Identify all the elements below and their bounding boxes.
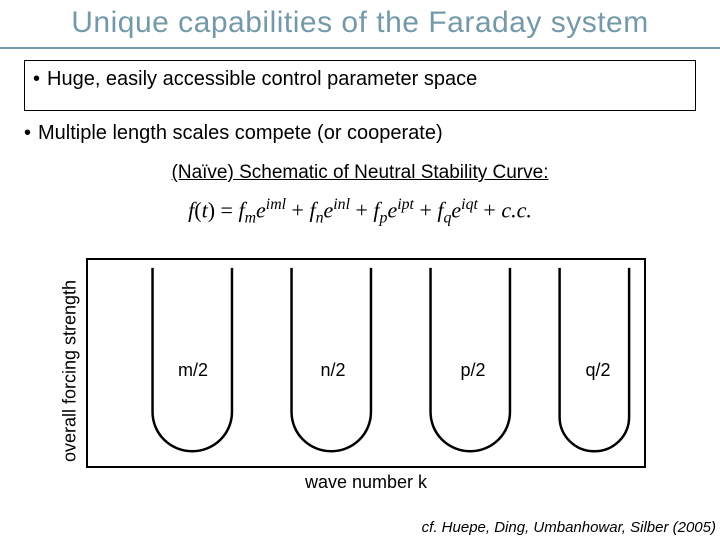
- bullet-item: •Multiple length scales compete (or coop…: [24, 121, 696, 146]
- chart-xlabel: wave number k: [86, 472, 646, 493]
- bullet-list: •Huge, easily accessible control paramet…: [24, 60, 696, 158]
- citation: cf. Huepe, Ding, Umbanhowar, Silber (200…: [422, 519, 716, 536]
- tongue-label: p/2: [460, 360, 485, 381]
- chart-plot-area: m/2 n/2 p/2 q/2: [86, 258, 646, 468]
- page-title: Unique capabilities of the Faraday syste…: [0, 6, 720, 40]
- tongue-label: m/2: [178, 360, 208, 381]
- bullet-text: Huge, easily accessible control paramete…: [47, 68, 477, 90]
- tongue-label: n/2: [320, 360, 345, 381]
- bullet-text: Multiple length scales compete (or coope…: [38, 122, 443, 144]
- bullet-item-boxed: •Huge, easily accessible control paramet…: [24, 60, 696, 111]
- tongue-label: q/2: [585, 360, 610, 381]
- title-underline: [0, 47, 720, 49]
- stability-chart: m/2n/2p/2q/2 wave number k: [86, 258, 646, 484]
- chart-ylabel-wrap: overall forcing strength: [60, 258, 80, 484]
- schematic-title: (Naïve) Schematic of Neutral Stability C…: [0, 162, 720, 184]
- formula: f(t) = fmeiml + fneinl + fpeipt + fqeiqt…: [0, 196, 720, 228]
- chart-ylabel: overall forcing strength: [60, 280, 81, 462]
